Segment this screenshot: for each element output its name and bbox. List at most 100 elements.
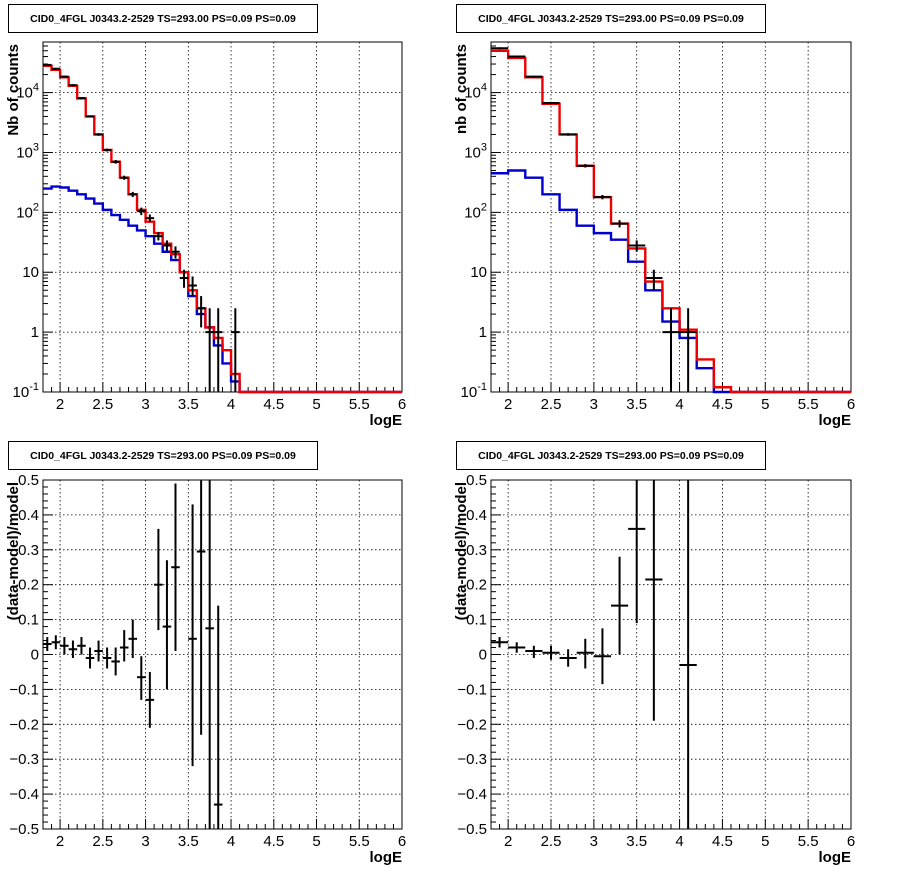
data-point — [60, 75, 69, 78]
x-tick-label: 2.5 — [541, 396, 562, 413]
x-tick-label: 3.5 — [626, 833, 647, 850]
data-point — [77, 97, 86, 100]
data-point — [205, 480, 214, 829]
total-model-histogram — [43, 64, 402, 394]
y-tick-label: 0 — [479, 647, 487, 664]
y-tick-label-exponent: 4 — [33, 82, 39, 94]
y-axis-title: (data-model)/model — [5, 482, 22, 620]
y-tick-label: 0.4 — [466, 507, 487, 524]
y-tick-label: −0.3 — [457, 751, 487, 768]
y-tick-label: 10 — [22, 264, 39, 281]
y-tick-label-exponent: 4 — [481, 82, 487, 94]
y-tick-label: 10-1 — [13, 381, 39, 401]
y-tick-label: 103 — [16, 141, 39, 161]
y-tick-label: 0.5 — [466, 472, 487, 489]
data-points — [491, 480, 697, 829]
data-point — [145, 671, 155, 728]
x-tick-label: 2 — [504, 833, 512, 850]
x-tick-label: 5.5 — [349, 833, 370, 850]
y-tick-label: −0.5 — [9, 821, 39, 838]
data-point — [154, 231, 163, 241]
y-tick-label-exponent: 2 — [33, 201, 39, 213]
data-points — [43, 63, 240, 392]
x-axis-title: logE — [370, 849, 403, 866]
y-tick-label: 1 — [479, 324, 487, 341]
data-point — [662, 308, 680, 392]
x-tick-label: 2 — [56, 396, 64, 413]
x-tick-label: 6 — [398, 833, 406, 850]
x-tick-label: 5.5 — [349, 396, 370, 413]
data-point — [542, 645, 560, 660]
data-point — [491, 637, 509, 648]
data-point — [576, 164, 594, 168]
y-tick-label: −0.3 — [9, 751, 39, 768]
x-tick-label: 3 — [590, 396, 598, 413]
x-tick-label: 2.5 — [92, 396, 113, 413]
y-tick-label-exponent: 3 — [481, 141, 487, 153]
data-point — [68, 84, 78, 87]
data-point — [645, 269, 663, 291]
panel-4-title: CID0_4FGL J0343.2-2529 TS=293.00 PS=0.09… — [456, 441, 766, 470]
data-point — [611, 220, 629, 228]
y-tick-label: 0.1 — [466, 612, 487, 629]
data-point — [213, 605, 223, 829]
data-point — [119, 630, 129, 662]
chart-panel-1: 2 2.5 3 3.5 4 4.5 5 5.5 610-1110102103104logENb … — [5, 41, 406, 429]
data-point — [162, 240, 172, 251]
y-tick-label-exponent: 3 — [33, 141, 39, 153]
y-tick-label: −0.5 — [457, 821, 487, 838]
x-tick-label: 3.5 — [626, 396, 647, 413]
y-tick-label: 0 — [31, 647, 39, 664]
y-tick-label-base: 10 — [16, 204, 33, 221]
x-tick-label: 6 — [398, 396, 406, 413]
x-axis-title: logE — [819, 412, 852, 429]
chart-panel-3: 2 2.5 3 3.5 4 4.5 5 5.5 6 −0.5 −0.4 −0.3 −0.2 −0.1 0 0.… — [5, 472, 406, 866]
x-tick-label: 5 — [761, 396, 769, 413]
y-tick-label: 0.2 — [18, 577, 39, 594]
chart-panel-4: 2 2.5 3 3.5 4 4.5 5 5.5 6 −0.5 −0.4 −0.3 −0.2 −0.1 0 0.… — [453, 472, 855, 866]
data-point — [508, 55, 526, 58]
data-point — [137, 656, 146, 700]
data-point — [111, 647, 120, 676]
x-tick-label: 4.5 — [263, 396, 284, 413]
x-tick-label: 3 — [141, 396, 149, 413]
x-tick-label: 4 — [675, 396, 683, 413]
y-tick-label: 0.3 — [466, 542, 487, 559]
data-point — [525, 645, 543, 658]
data-point — [171, 246, 180, 259]
y-tick-label: 0.3 — [18, 542, 39, 559]
data-point — [196, 480, 206, 735]
y-axis-title: Nb of counts — [5, 44, 22, 136]
y-tick-label: 10-1 — [461, 381, 487, 401]
data-point — [542, 101, 560, 105]
tick-marks — [42, 479, 403, 830]
data-point — [85, 115, 95, 118]
data-point — [679, 480, 697, 829]
y-tick-label: 102 — [464, 201, 487, 221]
y-tick-label-exponent: -1 — [29, 381, 39, 393]
data-point — [111, 159, 120, 164]
y-tick-label: −0.2 — [9, 716, 39, 733]
data-point — [196, 296, 206, 328]
data-point — [593, 628, 611, 685]
y-tick-label-base: 10 — [16, 144, 33, 161]
data-point — [171, 483, 180, 652]
x-tick-label: 5 — [761, 833, 769, 850]
y-tick-label-base: 10 — [461, 384, 478, 401]
data-point — [94, 133, 103, 136]
data-point — [102, 647, 112, 669]
y-tick-label-base: 10 — [464, 144, 481, 161]
data-point — [188, 504, 197, 767]
data-points — [43, 480, 223, 829]
data-point — [576, 638, 594, 669]
y-tick-label: −0.2 — [457, 716, 487, 733]
y-tick-label-exponent: 2 — [481, 201, 487, 213]
data-point — [145, 214, 155, 222]
x-tick-label: 3 — [141, 833, 149, 850]
y-tick-label: 0.1 — [18, 612, 39, 629]
data-point — [162, 560, 172, 690]
data-point — [559, 649, 577, 667]
data-point — [628, 240, 646, 252]
data-point — [128, 191, 138, 198]
data-point — [628, 480, 646, 624]
